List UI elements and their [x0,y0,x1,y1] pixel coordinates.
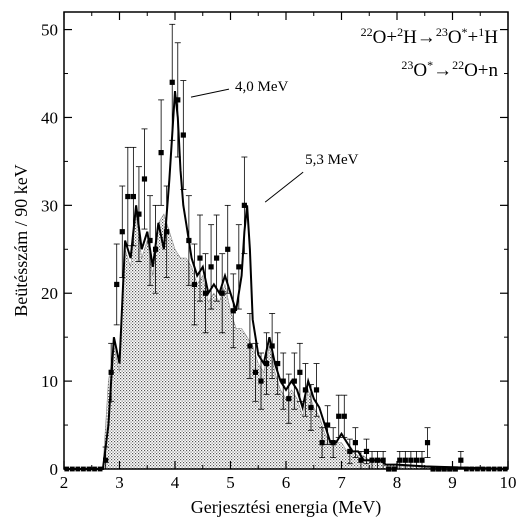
data-point [225,246,231,252]
y-tick-label: 10 [41,372,58,391]
y-axis-title: Beütésszám / 90 keV [11,164,31,316]
data-point [336,413,342,419]
annotation-pointer [190,88,230,98]
data-point [263,360,270,367]
data-point [247,343,253,349]
data-point [419,457,425,463]
x-tick-label: 9 [448,473,457,492]
data-point [136,211,142,217]
data-point [258,378,264,384]
data-point [197,255,203,261]
x-tick-label: 7 [337,473,346,492]
data-point [458,457,464,463]
x-tick-label: 8 [393,473,402,492]
annotations-layer: 4,0 MeV 5,3 MeV [190,79,359,203]
data-point [319,440,325,446]
data-point [308,404,314,411]
data-point [125,193,131,200]
fit-line-layer [64,90,509,470]
data-point [141,176,148,182]
data-point [191,281,198,288]
data-point [275,360,281,367]
x-tick-label: 4 [171,473,180,492]
data-point [408,457,414,463]
y-tick-label: 50 [41,21,58,40]
x-tick-label: 5 [226,473,235,492]
data-point [114,281,120,288]
data-point [241,202,247,208]
x-tick-label: 10 [500,473,517,492]
data-point [214,255,220,261]
annotation-label: 5,3 MeV [305,152,358,168]
annotation-label: 4,0 MeV [235,79,288,95]
data-point [208,264,214,270]
reaction-equation-1: 22O+2H→23O*+1H [361,25,499,48]
data-point [424,440,431,446]
x-tick-label: 2 [60,473,69,492]
annotation-pointer [264,171,304,203]
data-point [297,369,303,375]
data-point [230,308,236,314]
data-point [358,457,364,463]
data-point [175,97,181,103]
data-point [397,457,403,463]
data-point [347,448,353,455]
data-point [341,413,347,419]
data-point [402,457,408,463]
data-point [313,387,320,393]
data-point [352,440,358,446]
data-point [119,229,125,235]
data-point [252,369,259,375]
x-axis-title: Gerjesztési energia (MeV) [191,497,382,518]
y-tick-label: 40 [41,108,58,127]
data-point [130,193,136,200]
data-point [147,237,153,244]
data-point [164,229,170,235]
x-tick-label: 6 [282,473,291,492]
tick-labels-layer: 2 3 4 5 6 7 8 9 10 0 10 20 30 40 50 [41,21,517,492]
data-point [180,132,186,138]
data-point [103,457,109,463]
x-tick-label: 3 [115,473,124,492]
y-tick-label: 30 [41,196,58,215]
data-point [158,150,164,156]
data-point [413,457,420,463]
data-point [236,264,242,270]
data-point [363,448,370,455]
data-point [286,396,292,402]
data-point [291,378,297,384]
data-point [280,378,286,384]
y-tick-label: 0 [50,460,59,479]
y-tick-label: 20 [41,284,58,303]
data-point [169,79,175,85]
reaction-equation-2: 23O*→22O+n [401,58,498,81]
fit-line [64,90,509,470]
data-point [219,290,225,296]
ticks-layer [63,12,509,470]
data-point [325,422,331,428]
data-point [202,290,209,296]
data-point [380,457,386,463]
